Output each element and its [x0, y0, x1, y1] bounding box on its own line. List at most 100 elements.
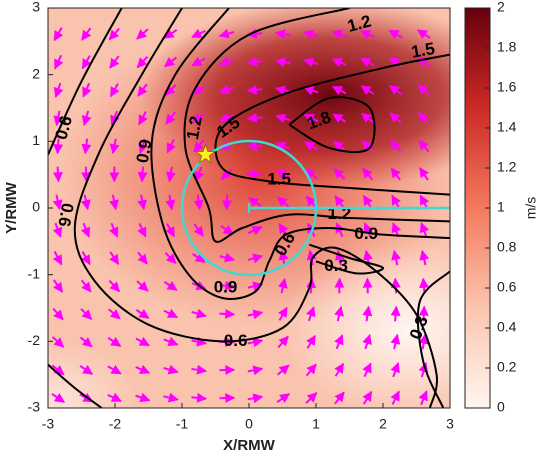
quiver-arrow	[109, 55, 120, 69]
quiver-arrow	[82, 82, 92, 98]
quiver-arrow	[303, 113, 319, 124]
colorbar-tick-label: 1.2	[497, 159, 517, 175]
quiver-arrow	[335, 222, 345, 238]
quiver-arrow	[191, 364, 208, 375]
quiver-arrow	[334, 249, 345, 266]
contour-label: 0.9	[133, 138, 156, 165]
quiver-arrow	[136, 55, 149, 69]
y-tick-label: -2	[28, 332, 41, 348]
quiver-arrow	[391, 222, 401, 238]
quiver-arrow	[51, 364, 65, 376]
quiver-arrow	[304, 141, 319, 152]
quiver-arrow	[165, 223, 176, 238]
field-shade	[48, 340, 140, 408]
quiver-arrow	[53, 27, 64, 42]
x-axis-label: X/RMW	[223, 437, 276, 454]
quiver-arrow	[418, 139, 430, 153]
quiver-arrow	[388, 29, 403, 40]
y-tick-label: -1	[28, 265, 41, 281]
contour-label: 0.6	[54, 202, 77, 229]
quiver-arrow	[79, 336, 93, 348]
quiver-arrow	[363, 222, 373, 238]
quiver-arrow	[52, 307, 64, 321]
quiver-arrow	[359, 30, 375, 40]
quiver-arrow	[246, 56, 263, 67]
quiver-arrow	[166, 138, 176, 154]
quiver-arrow	[246, 84, 263, 95]
quiver-arrow	[274, 29, 291, 40]
quiver-arrow	[81, 166, 92, 183]
quiver-arrow	[110, 110, 120, 126]
quiver-arrow	[54, 54, 64, 70]
quiver-arrow	[163, 336, 179, 347]
quiver-arrow	[303, 57, 319, 68]
quiver-arrow	[390, 390, 400, 406]
quiver-arrow	[306, 334, 316, 349]
quiver-arrow	[165, 111, 176, 125]
quiver-arrow	[79, 364, 94, 375]
quiver-arrow	[137, 251, 148, 265]
quiver-arrow	[418, 167, 429, 181]
colorbar-tick-label: 0.6	[497, 279, 517, 295]
quiver-arrow	[81, 251, 91, 266]
quiver-arrow	[418, 333, 429, 350]
quiver-arrow	[109, 194, 119, 211]
quiver-arrow	[247, 365, 264, 376]
contour-label: 1.5	[267, 169, 291, 188]
y-tick-label: 1	[32, 132, 40, 148]
quiver-arrow	[246, 112, 263, 123]
quiver-arrow	[247, 337, 264, 348]
x-tick-label: 2	[379, 416, 387, 432]
quiver-arrow	[362, 362, 372, 378]
quiver-arrow	[334, 334, 344, 350]
colorbar-tick-label: 0.8	[497, 239, 517, 255]
quiver-arrow	[332, 113, 347, 124]
quiver-arrow	[219, 280, 236, 291]
quiver-arrow	[108, 308, 121, 320]
contour-line	[48, 363, 103, 408]
quiver-arrow	[360, 112, 375, 124]
quiver-arrow	[191, 392, 208, 403]
quiver-arrow	[219, 252, 235, 263]
quiver-arrow	[137, 166, 148, 183]
quiver-arrow	[164, 252, 177, 264]
quiver-arrow	[274, 57, 291, 68]
contour-label: 0.9	[354, 224, 378, 243]
y-tick-label: -3	[28, 399, 41, 415]
quiver-arrow	[109, 222, 119, 238]
quiver-arrow	[136, 280, 149, 292]
quiver-arrow	[275, 142, 291, 152]
quiver-arrow	[53, 110, 64, 127]
contour-label: 1.2	[183, 115, 206, 142]
y-tick-label: 2	[32, 65, 40, 81]
quiver-arrow	[416, 29, 431, 40]
quiver-arrow	[137, 194, 148, 211]
quiver-arrow	[275, 113, 291, 124]
quiver-arrow	[220, 224, 234, 235]
quiver-arrow	[108, 27, 120, 41]
quiver-arrow	[191, 84, 206, 95]
quiver-arrow	[360, 57, 375, 68]
quiver-arrow	[246, 140, 263, 151]
x-tick-label: 0	[245, 416, 253, 432]
quiver-arrow	[362, 305, 373, 322]
quiver-arrow	[219, 308, 236, 319]
quiver-arrow	[135, 308, 150, 319]
quiver-arrow	[360, 85, 375, 96]
quiver-arrow	[276, 392, 291, 404]
quiver-arrow	[418, 305, 429, 322]
contour-line	[416, 270, 450, 408]
quiver-arrow	[275, 169, 291, 180]
quiver-arrow	[247, 393, 264, 404]
quiver-arrow	[220, 168, 233, 180]
quiver-arrow	[191, 28, 206, 39]
quiver-arrow	[52, 279, 64, 293]
quiver-arrow	[389, 139, 402, 153]
quiver-arrow	[218, 56, 235, 67]
quiver-arrow	[107, 364, 122, 375]
contour-line	[288, 96, 376, 153]
contour-line	[73, 8, 438, 408]
y-tick-label: 0	[32, 199, 40, 215]
quiver-arrow	[362, 167, 374, 181]
